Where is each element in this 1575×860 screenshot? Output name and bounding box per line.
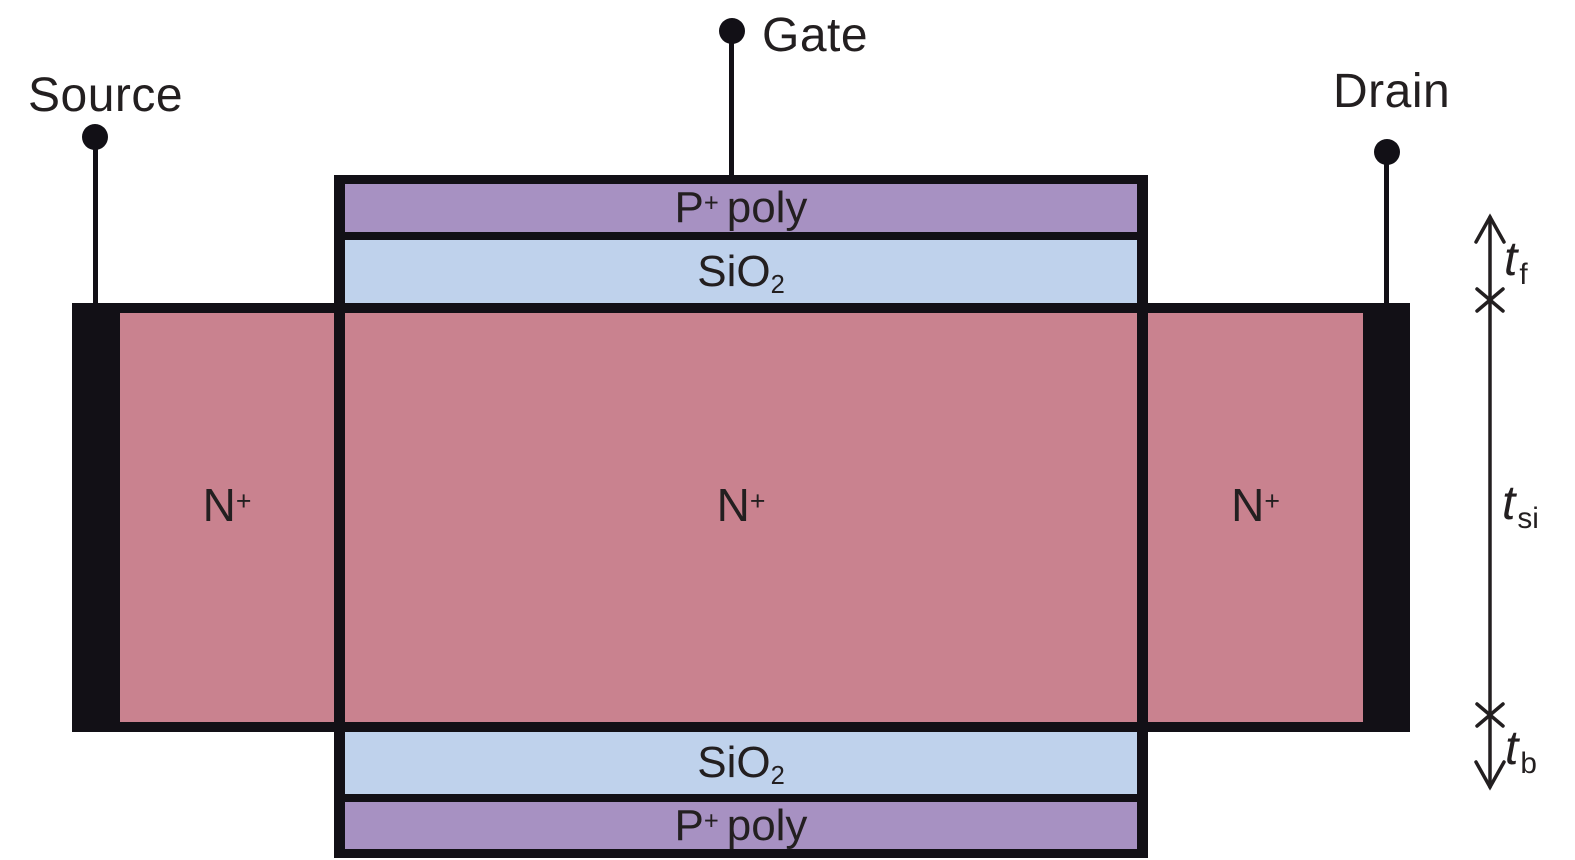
back-oxide-label: SiO2 xyxy=(697,738,785,791)
layer-border xyxy=(345,232,1137,240)
nplus-left-label: N+ xyxy=(202,478,252,531)
front-oxide-layer: SiO2 xyxy=(345,240,1137,303)
back-oxide-thickness-label: tb xyxy=(1505,722,1537,780)
source-terminal-dot xyxy=(82,124,108,150)
front-gate-stack: P+ poly SiO2 xyxy=(334,175,1148,313)
nplus-region-right: N+ xyxy=(1148,313,1363,696)
back-poly-label: P+ poly xyxy=(674,800,808,850)
front-poly-layer: P+ poly xyxy=(345,184,1137,232)
thickness-dimension-indicator xyxy=(1474,213,1506,791)
gate-edge-divider-right xyxy=(1137,303,1148,732)
source-label: Source xyxy=(28,69,184,122)
gate-edge-divider-left xyxy=(334,303,345,732)
nplus-right-label: N+ xyxy=(1231,478,1280,531)
front-oxide-thickness-label: tf xyxy=(1504,233,1528,291)
back-gate-stack: SiO2 P+ poly xyxy=(334,722,1148,858)
drain-contact-bar xyxy=(1363,303,1410,732)
source-wire xyxy=(93,135,98,308)
down-arrowhead xyxy=(1474,760,1506,791)
drain-wire xyxy=(1384,150,1389,308)
gate-terminal-dot xyxy=(719,18,745,44)
nplus-region-center: N+ xyxy=(345,313,1137,696)
layer-border xyxy=(345,794,1137,802)
back-poly-layer: P+ poly xyxy=(345,802,1137,849)
up-arrowhead xyxy=(1474,213,1506,244)
back-oxide-layer: SiO2 xyxy=(345,732,1137,794)
source-contact-bar xyxy=(72,303,120,732)
tick-cross-front xyxy=(1475,287,1505,313)
nplus-center-label: N+ xyxy=(716,478,766,531)
gate-wire xyxy=(729,30,734,182)
drain-terminal-dot xyxy=(1374,139,1400,165)
drain-label: Drain xyxy=(1333,65,1451,118)
silicon-thickness-label: tsi xyxy=(1502,477,1539,535)
nplus-region-left: N+ xyxy=(120,313,334,696)
silicon-body: N+ N+ N+ xyxy=(72,303,1410,732)
gate-label: Gate xyxy=(762,9,869,62)
front-oxide-label: SiO2 xyxy=(697,246,785,299)
tick-cross-back xyxy=(1475,702,1505,728)
front-poly-label: P+ poly xyxy=(674,183,808,232)
